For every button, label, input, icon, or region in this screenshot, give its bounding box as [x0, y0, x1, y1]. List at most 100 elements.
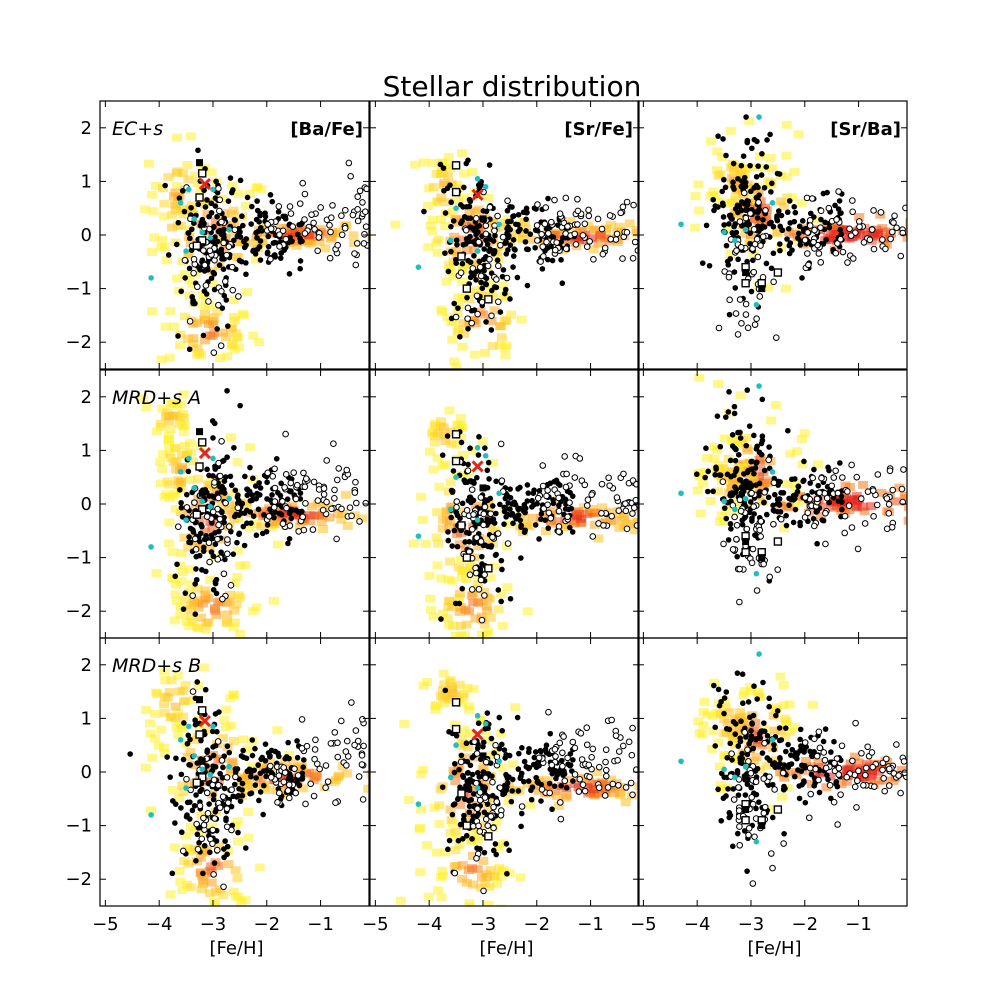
density-cell	[240, 202, 251, 211]
star-point	[754, 443, 760, 450]
density-cell	[784, 700, 795, 709]
star-point-open	[451, 869, 459, 877]
star-point	[527, 231, 534, 237]
density-cell	[690, 192, 701, 201]
density-cell	[455, 420, 466, 429]
star-point-open	[556, 799, 564, 806]
star-point-open	[543, 238, 550, 246]
star-point	[464, 294, 470, 301]
cyan-point	[447, 774, 454, 781]
star-point	[553, 775, 559, 782]
star-point	[744, 387, 751, 393]
density-cell	[202, 210, 213, 219]
cyan-point	[474, 248, 481, 254]
cyan-point	[199, 229, 206, 236]
star-point-open	[214, 535, 221, 543]
density-cell	[755, 460, 766, 469]
star-point	[730, 184, 736, 190]
star-point-open	[330, 440, 337, 448]
density-cell	[816, 511, 827, 520]
star-point	[557, 482, 563, 488]
star-point-open	[504, 197, 511, 205]
star-point-open	[486, 203, 494, 211]
y-tick-label: 1	[81, 440, 92, 461]
star-point	[473, 231, 479, 238]
density-cell	[151, 569, 162, 578]
star-point-open	[292, 495, 300, 503]
star-point-open	[351, 741, 358, 749]
star-point	[453, 509, 460, 516]
star-point	[786, 242, 793, 249]
star-point	[780, 490, 787, 496]
filled-square-point	[198, 489, 206, 497]
star-point-open	[817, 207, 825, 215]
star-point	[745, 699, 752, 705]
row-label: MRD+s B	[112, 655, 201, 677]
star-point	[723, 793, 729, 799]
density-cell	[725, 249, 736, 258]
star-point	[178, 829, 185, 836]
density-cell	[166, 223, 177, 232]
density-cell	[194, 543, 205, 552]
density-cell	[226, 510, 237, 519]
star-point	[484, 241, 491, 248]
density-cell	[821, 783, 832, 792]
density-cell	[722, 224, 733, 233]
star-point	[712, 743, 719, 749]
density-cell	[304, 511, 315, 520]
density-cell	[436, 893, 447, 902]
star-point-open	[817, 224, 824, 231]
star-point-open	[472, 569, 480, 577]
star-point	[753, 173, 760, 180]
density-cell	[156, 725, 167, 734]
star-point	[202, 686, 209, 693]
star-point-open	[504, 540, 512, 547]
density-cell	[448, 207, 459, 216]
star-point-open	[223, 550, 231, 558]
density-cell	[165, 425, 176, 434]
open-square-point	[457, 789, 466, 798]
star-point	[531, 754, 538, 761]
density-cell	[697, 730, 708, 739]
star-point-open	[218, 437, 225, 445]
density-cell	[179, 697, 190, 706]
star-point	[734, 830, 741, 837]
density-cell	[624, 219, 635, 228]
star-point	[740, 700, 746, 707]
star-point	[221, 785, 228, 792]
density-cell	[170, 188, 181, 197]
star-point	[518, 555, 524, 561]
star-point	[761, 184, 768, 191]
density-cell	[408, 539, 419, 548]
star-point	[776, 241, 783, 247]
density-cell	[159, 709, 170, 718]
density-cell	[390, 220, 401, 229]
star-point	[181, 720, 187, 726]
density-cell	[176, 508, 187, 517]
density-cell	[226, 721, 237, 730]
star-point-open	[539, 482, 547, 490]
star-point-open	[535, 754, 543, 762]
star-point-open	[473, 750, 481, 757]
density-cell	[180, 595, 191, 604]
density-cell	[865, 772, 876, 781]
star-point	[278, 511, 285, 518]
density-cell	[155, 419, 166, 428]
density-cell	[483, 900, 494, 906]
star-point-open	[464, 304, 472, 312]
density-cell	[723, 718, 734, 727]
star-point	[180, 606, 187, 612]
density-cell	[199, 527, 210, 536]
density-cell	[825, 772, 836, 781]
cyan-point	[753, 301, 760, 308]
star-point	[524, 498, 531, 504]
star-point	[196, 552, 203, 559]
star-point	[729, 490, 735, 496]
density-cell	[903, 503, 907, 512]
star-point	[818, 216, 824, 223]
star-point	[174, 561, 180, 568]
density-cell	[204, 301, 215, 310]
star-point	[444, 185, 451, 192]
open-square-point	[198, 236, 207, 245]
star-point-open	[323, 498, 330, 506]
